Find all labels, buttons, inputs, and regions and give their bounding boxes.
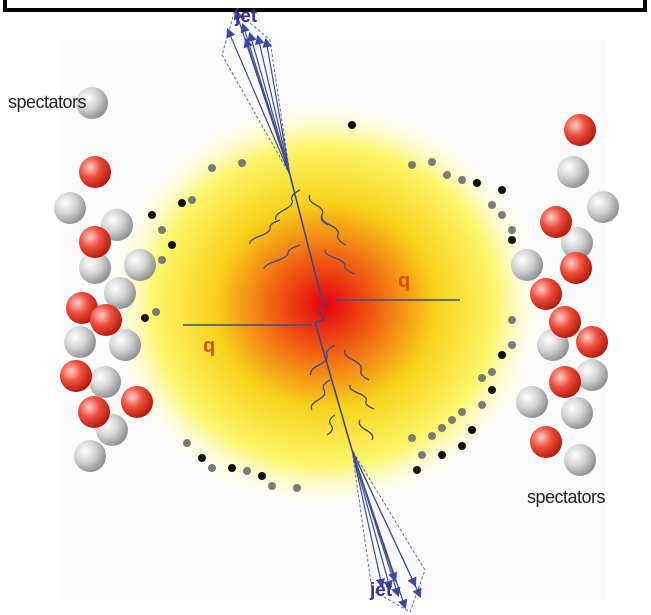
nucleon (124, 249, 156, 281)
spectators-label: spectators (527, 487, 606, 507)
hadron (468, 426, 476, 434)
nucleon (89, 366, 121, 398)
hadron (168, 241, 176, 249)
nucleon (549, 366, 581, 398)
jet-label: jet (369, 580, 393, 601)
nucleon (587, 191, 619, 223)
nucleon (561, 397, 593, 429)
hadron (152, 308, 160, 316)
nucleon (60, 360, 92, 392)
hadron (478, 401, 486, 409)
spectators-label: spectators (8, 92, 87, 112)
nucleon (54, 192, 86, 224)
hadron (158, 226, 166, 234)
nucleon (78, 396, 110, 428)
hadron (428, 432, 436, 440)
hadron (498, 211, 506, 219)
hadron (141, 314, 149, 322)
hadron (438, 451, 446, 459)
hadron (188, 196, 196, 204)
hadron (413, 466, 421, 474)
nucleon (79, 156, 111, 188)
hadron (443, 171, 451, 179)
hadron (438, 424, 446, 432)
diagram: jet jet q q spectators spectators (0, 0, 651, 615)
nucleon (104, 277, 136, 309)
hadron (408, 161, 416, 169)
hadron (293, 484, 301, 492)
hadron (458, 442, 466, 450)
hadron (473, 179, 481, 187)
nucleon (560, 252, 592, 284)
nucleon (516, 386, 548, 418)
hadron (198, 454, 206, 462)
hadron (508, 226, 516, 234)
hadron (448, 416, 456, 424)
hadron (488, 368, 496, 376)
nucleon (549, 306, 581, 338)
hadron (508, 236, 516, 244)
hadron (478, 374, 486, 382)
nucleon (511, 249, 543, 281)
hadron (458, 176, 466, 184)
nucleon (121, 386, 153, 418)
hadron (148, 211, 156, 219)
hadron (458, 408, 466, 416)
hadron (183, 439, 191, 447)
nucleon (540, 206, 572, 238)
nucleon (530, 278, 562, 310)
hadron (418, 451, 426, 459)
hadron (243, 467, 251, 475)
hadron (508, 341, 516, 349)
nucleon (90, 304, 122, 336)
hadron (508, 316, 516, 324)
hadron (348, 121, 356, 129)
hadron (258, 472, 266, 480)
nucleon (576, 326, 608, 358)
quark-label: q (203, 335, 215, 357)
hadron (208, 464, 216, 472)
nucleon (564, 114, 596, 146)
quark-label: q (398, 270, 410, 292)
nucleon (530, 426, 562, 458)
nucleon (64, 326, 96, 358)
hadron (498, 186, 506, 194)
hadron (208, 164, 216, 172)
hadron (428, 158, 436, 166)
hadron (408, 434, 416, 442)
nucleon (557, 156, 589, 188)
hadron (228, 464, 236, 472)
jet-label: jet (234, 6, 258, 27)
hadron (158, 256, 166, 264)
nucleon (74, 440, 106, 472)
hadron (498, 351, 506, 359)
nucleon (576, 359, 608, 391)
hadron (488, 386, 496, 394)
hadron (488, 201, 496, 209)
hadron (238, 159, 246, 167)
nucleon (564, 444, 596, 476)
hadron (178, 199, 186, 207)
frame (5, 0, 645, 10)
nucleon (79, 226, 111, 258)
hadron (268, 482, 276, 490)
